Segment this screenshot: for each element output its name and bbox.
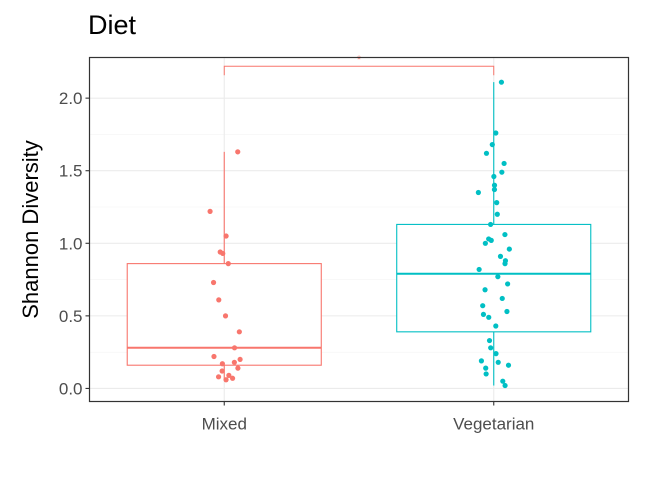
significance-bracket	[223, 65, 495, 76]
data-point	[236, 329, 242, 335]
data-point	[499, 295, 505, 302]
data-point	[229, 375, 236, 381]
data-point	[493, 323, 499, 329]
data-point	[226, 372, 232, 378]
data-point	[216, 297, 222, 303]
data-point	[223, 233, 229, 239]
y-tick-label: 1.0	[59, 234, 83, 253]
data-point	[504, 308, 510, 315]
data-point	[231, 345, 238, 351]
data-point	[480, 311, 487, 318]
data-point	[210, 279, 217, 286]
data-point	[494, 200, 500, 206]
data-point	[211, 353, 217, 360]
data-point	[502, 231, 508, 238]
data-point	[482, 240, 488, 246]
data-point	[502, 261, 508, 267]
data-point	[476, 266, 482, 273]
data-point	[482, 287, 488, 293]
data-point	[483, 150, 490, 156]
data-point	[505, 281, 511, 287]
data-point	[487, 221, 494, 228]
data-point	[225, 261, 231, 267]
points-layer	[207, 79, 512, 389]
boxes-layer	[126, 82, 592, 386]
data-point	[483, 371, 489, 377]
data-point	[222, 313, 229, 319]
y-axis-title: Shannon Diversity	[18, 140, 43, 319]
data-point	[478, 358, 485, 364]
data-point	[231, 359, 237, 365]
data-point	[500, 378, 506, 384]
data-point	[235, 149, 241, 155]
y-tick-label: 1.5	[59, 162, 83, 181]
data-point	[505, 362, 512, 368]
data-point	[219, 368, 225, 374]
data-point	[223, 377, 229, 383]
data-point	[207, 208, 213, 214]
data-point	[220, 250, 226, 257]
data-point	[497, 253, 504, 259]
plot-panel-border	[88, 56, 630, 403]
data-point	[486, 314, 492, 320]
data-point	[494, 211, 500, 217]
y-tick-label: 0.5	[59, 307, 83, 326]
box-iqr	[396, 223, 592, 333]
y-tick-label: 0.0	[59, 379, 83, 398]
data-point	[499, 169, 505, 175]
chart-title: Diet	[88, 10, 137, 40]
data-point	[491, 182, 498, 188]
data-point	[489, 141, 495, 148]
data-point	[219, 361, 225, 367]
x-tick-label: Mixed	[202, 415, 247, 434]
data-point	[506, 246, 512, 252]
data-point	[493, 130, 499, 136]
data-point	[495, 274, 501, 280]
data-point	[502, 382, 508, 389]
data-point	[491, 173, 497, 180]
data-point	[501, 160, 507, 167]
data-point	[215, 374, 222, 380]
data-point	[498, 79, 505, 85]
significance-label: *	[357, 54, 362, 66]
x-tick-label: Vegetarian	[453, 415, 534, 434]
data-point	[483, 365, 489, 371]
data-point	[486, 337, 493, 344]
data-point	[235, 365, 241, 371]
data-point	[488, 237, 494, 243]
data-point	[237, 356, 243, 363]
data-point	[491, 186, 498, 193]
axes-layer: 0.0 0.5 1.0 1.5 2.0 Mixed Vegetarian Shannon Di…	[18, 89, 534, 433]
significance-layer: *	[223, 54, 495, 76]
data-point	[495, 359, 501, 365]
data-point	[480, 303, 486, 309]
y-tick-label: 2.0	[59, 89, 83, 108]
data-point	[488, 345, 494, 351]
data-point	[475, 189, 481, 196]
data-point	[493, 351, 499, 357]
